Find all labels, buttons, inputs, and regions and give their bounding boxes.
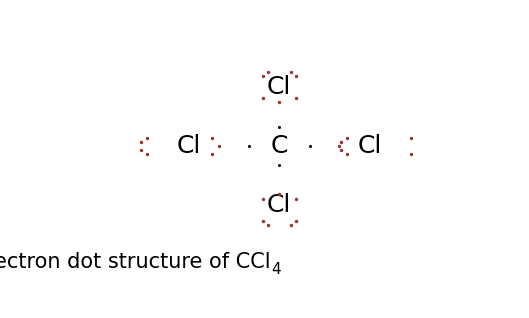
Point <box>263 222 272 227</box>
Point <box>306 143 314 149</box>
Text: Electron dot structure of CCl: Electron dot structure of CCl <box>0 252 271 272</box>
Point <box>406 151 415 156</box>
Point <box>291 196 300 201</box>
Point <box>259 73 267 79</box>
Point <box>291 73 300 79</box>
Point <box>136 139 145 144</box>
Text: C: C <box>271 134 288 158</box>
Point <box>336 147 345 152</box>
Text: 4: 4 <box>271 262 281 277</box>
Point <box>208 151 216 156</box>
Point <box>275 124 284 129</box>
Point <box>259 96 267 101</box>
Point <box>259 218 267 223</box>
Text: Cl: Cl <box>177 134 202 158</box>
Point <box>143 151 151 156</box>
Point <box>336 139 345 144</box>
Point <box>342 151 351 156</box>
Point <box>291 218 300 223</box>
Point <box>136 147 145 152</box>
Text: Cl: Cl <box>267 75 291 99</box>
Point <box>143 135 151 140</box>
Point <box>244 143 253 149</box>
Point <box>275 162 284 168</box>
Text: Cl: Cl <box>267 193 291 217</box>
Point <box>215 143 224 149</box>
Point <box>291 96 300 101</box>
Point <box>208 135 216 140</box>
Point <box>287 69 295 74</box>
Point <box>259 196 267 201</box>
Point <box>406 135 415 140</box>
Point <box>275 100 284 105</box>
Point <box>275 192 284 197</box>
Point <box>287 222 295 227</box>
Point <box>342 135 351 140</box>
Point <box>263 69 272 74</box>
Text: Cl: Cl <box>357 134 382 158</box>
Point <box>335 143 343 149</box>
